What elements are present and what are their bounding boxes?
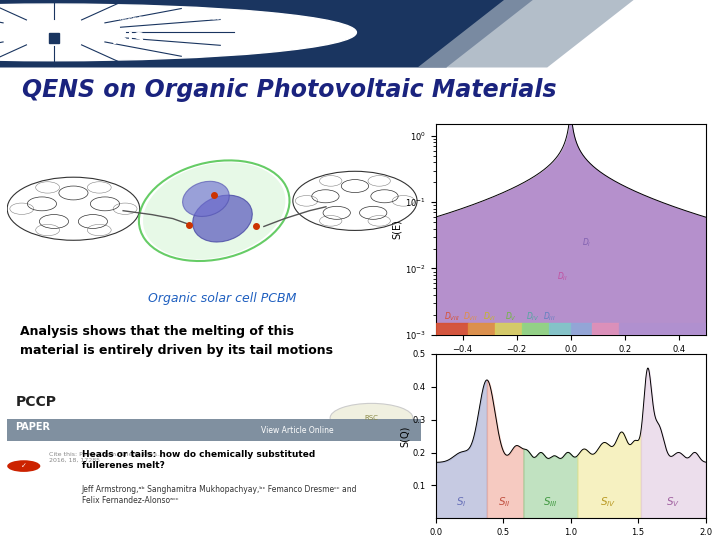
Bar (549, 323, 571, 335)
Text: $S_{IV}$: $S_{IV}$ (600, 495, 616, 509)
Text: Analysis shows that the melting of this
material is entirely driven by its tail : Analysis shows that the melting of this … (19, 325, 333, 357)
Text: PCCP: PCCP (16, 395, 56, 409)
Text: $D_{VI}$: $D_{VI}$ (483, 310, 496, 323)
Text: $S_V$: $S_V$ (666, 495, 680, 509)
Ellipse shape (143, 163, 285, 259)
Bar (619, 323, 706, 335)
Text: ✓: ✓ (21, 463, 27, 469)
Circle shape (0, 4, 356, 60)
Text: Jeff Armstrong,ᵃᵇ Sanghamitra Mukhopachyay,ᵇᶜ Femanco Dresmeᶜᶜ and
Felix Fernand: Jeff Armstrong,ᵃᵇ Sanghamitra Mukhopachy… (82, 485, 357, 504)
Text: RSC: RSC (364, 415, 379, 421)
Text: Cite this: Phys. Chem. Chem. Phys.,
2016, 18, 17285: Cite this: Phys. Chem. Chem. Phys., 2016… (49, 452, 161, 463)
Ellipse shape (193, 195, 252, 242)
Text: $D_{III}$: $D_{III}$ (543, 310, 555, 323)
Y-axis label: S(E): S(E) (392, 220, 402, 239)
Text: View Article Online: View Article Online (261, 426, 333, 435)
Text: $D_{II}$: $D_{II}$ (557, 271, 568, 283)
Bar (468, 323, 495, 335)
X-axis label: E (meV): E (meV) (551, 359, 590, 369)
Text: $S_I$: $S_I$ (456, 495, 467, 509)
Bar (436, 323, 468, 335)
Bar (495, 323, 522, 335)
Text: $D_{IV}$: $D_{IV}$ (526, 310, 539, 323)
Polygon shape (418, 0, 634, 68)
Text: QENS on Organic Photovoltaic Materials: QENS on Organic Photovoltaic Materials (22, 78, 557, 102)
Text: $S_{II}$: $S_{II}$ (498, 495, 510, 509)
Text: Organic solar cell PCBM: Organic solar cell PCBM (148, 292, 297, 305)
Y-axis label: S(Q): S(Q) (400, 426, 410, 447)
Text: $D_V$: $D_V$ (505, 310, 517, 323)
Circle shape (330, 403, 413, 433)
Text: $D_{VIII}$: $D_{VIII}$ (444, 310, 460, 323)
Bar (7, 420, 421, 441)
Text: ISIS: ISIS (112, 32, 145, 46)
Text: $S_{III}$: $S_{III}$ (543, 495, 558, 509)
Text: Science & Technology Facilities Council: Science & Technology Facilities Council (112, 16, 235, 22)
Text: $D_{VII}$: $D_{VII}$ (464, 310, 478, 323)
Text: $D_I$: $D_I$ (582, 236, 591, 248)
Bar (571, 323, 593, 335)
Polygon shape (0, 0, 533, 68)
Circle shape (7, 460, 40, 472)
Bar (593, 323, 619, 335)
Ellipse shape (183, 181, 229, 217)
Text: Heads or tails: how do chemically substituted
fullerenes melt?: Heads or tails: how do chemically substi… (82, 450, 315, 470)
Text: PAPER: PAPER (16, 422, 50, 433)
Bar (522, 323, 549, 335)
